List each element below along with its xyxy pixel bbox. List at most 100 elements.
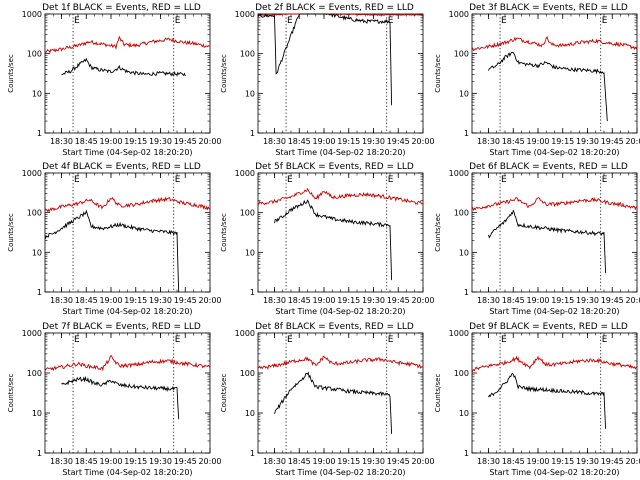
panel-title: Det 5f BLACK = Events, RED = LLD: [255, 162, 414, 172]
y-tick-label: 1000: [235, 329, 255, 338]
time-marker-label: E: [602, 16, 608, 26]
detector-panel: Det 6f BLACK = Events, RED = LLD 1 10 100 10…: [434, 162, 640, 316]
x-tick-label: 19:45: [601, 137, 624, 146]
x-tick-label: 19:45: [174, 137, 197, 146]
detector-panel: Det 7f BLACK = Events, RED = LLD 1 10 100 10…: [7, 322, 222, 477]
x-tick-label: 19:00: [312, 457, 335, 466]
y-axis-label: Counts/sec: [434, 213, 442, 252]
y-tick-label: 1000: [235, 169, 255, 178]
events-rate-line: [488, 51, 608, 122]
x-tick-label: 18:30: [50, 137, 73, 146]
plot-frame: [44, 13, 211, 134]
y-tick-label: 100: [454, 369, 469, 378]
x-axis-label: Start Time (04-Sep-02 18:20:20): [489, 148, 619, 157]
x-tick-label: 18:30: [50, 296, 73, 305]
x-axis-label: Start Time (04-Sep-02 18:20:20): [62, 148, 192, 157]
x-tick-label: 19:45: [387, 137, 410, 146]
y-axis-label: Counts/sec: [7, 213, 15, 252]
plot-frame: [44, 332, 211, 454]
time-marker-label: E: [74, 335, 80, 345]
y-tick-label: 10: [459, 248, 469, 257]
time-marker-label: E: [287, 335, 293, 345]
x-tick-label: 18:45: [288, 137, 311, 146]
events-rate-line: [274, 371, 393, 434]
x-tick-label: 19:45: [387, 457, 410, 466]
y-axis-label: Counts/sec: [7, 374, 15, 413]
y-tick-label: 1: [37, 288, 42, 297]
panel-title: Det 3f BLACK = Events, RED = LLD: [469, 3, 628, 13]
time-marker-label: E: [175, 16, 181, 26]
x-tick-label: 18:30: [477, 137, 500, 146]
x-tick-label: 20:00: [625, 457, 640, 466]
y-tick-label: 1: [464, 129, 469, 138]
x-tick-label: 19:00: [526, 296, 549, 305]
x-tick-label: 19:30: [576, 137, 599, 146]
y-tick-label: 10: [459, 409, 469, 418]
detector-panel: Det 2f BLACK = Events, RED = LLD 1 10 100 10…: [220, 3, 435, 157]
x-axis-label: Start Time (04-Sep-02 18:20:20): [62, 468, 192, 477]
y-tick-label: 1: [250, 288, 255, 297]
x-tick-label: 19:30: [149, 137, 172, 146]
y-tick-label: 1000: [22, 169, 42, 178]
time-marker-label: E: [388, 335, 394, 345]
lld-rate-line: [44, 35, 211, 54]
panel-title: Det 6f BLACK = Events, RED = LLD: [469, 162, 628, 172]
y-tick-label: 10: [245, 248, 255, 257]
plot-frame: [257, 13, 424, 134]
x-tick-label: 19:15: [337, 457, 360, 466]
x-tick-label: 20:00: [625, 296, 640, 305]
x-axis-label: Start Time (04-Sep-02 18:20:20): [275, 307, 405, 316]
lld-rate-line: [471, 355, 638, 373]
time-marker-label: E: [175, 175, 181, 185]
y-tick-label: 1: [37, 449, 42, 458]
time-marker-label: E: [388, 175, 394, 185]
x-axis-label: Start Time (04-Sep-02 18:20:20): [489, 468, 619, 477]
panel-title: Det 2f BLACK = Events, RED = LLD: [255, 3, 414, 13]
x-tick-label: 19:45: [174, 457, 197, 466]
y-tick-label: 100: [27, 50, 42, 59]
lld-rate-line: [257, 187, 424, 206]
x-tick-label: 20:00: [625, 137, 640, 146]
x-tick-label: 19:30: [149, 457, 172, 466]
events-rate-line: [61, 57, 186, 77]
time-marker-label: E: [74, 175, 80, 185]
y-axis-label: Counts/sec: [7, 54, 15, 93]
panel-title: Det 7f BLACK = Events, RED = LLD: [42, 322, 201, 332]
x-tick-label: 19:15: [337, 137, 360, 146]
x-tick-label: 18:45: [75, 296, 98, 305]
x-tick-label: 19:30: [362, 137, 385, 146]
x-tick-label: 19:15: [337, 296, 360, 305]
x-axis-label: Start Time (04-Sep-02 18:20:20): [275, 468, 405, 477]
x-tick-label: 20:00: [411, 296, 434, 305]
y-tick-label: 100: [454, 50, 469, 59]
y-axis-label: Counts/sec: [220, 374, 228, 413]
panel-title: Det 8f BLACK = Events, RED = LLD: [255, 322, 414, 332]
x-tick-label: 19:00: [526, 457, 549, 466]
y-tick-label: 100: [240, 369, 255, 378]
x-tick-label: 19:00: [526, 137, 549, 146]
x-tick-label: 20:00: [411, 137, 434, 146]
y-tick-label: 10: [32, 409, 42, 418]
events-rate-line: [61, 375, 180, 420]
x-tick-label: 19:00: [99, 457, 122, 466]
time-marker-label: E: [287, 175, 293, 185]
x-tick-label: 20:00: [198, 296, 221, 305]
y-tick-label: 1000: [449, 329, 469, 338]
y-tick-label: 100: [27, 369, 42, 378]
x-tick-label: 19:30: [576, 457, 599, 466]
x-axis-label: Start Time (04-Sep-02 18:20:20): [275, 148, 405, 157]
panel-title: Det 4f BLACK = Events, RED = LLD: [42, 162, 201, 172]
x-tick-label: 19:00: [99, 137, 122, 146]
y-tick-label: 1000: [235, 10, 255, 19]
lld-rate-line: [44, 354, 211, 372]
y-tick-label: 1000: [449, 169, 469, 178]
y-tick-label: 1: [250, 449, 255, 458]
x-tick-label: 19:45: [387, 296, 410, 305]
events-rate-line: [274, 199, 393, 281]
y-tick-label: 100: [27, 209, 42, 218]
detector-panel: Det 9f BLACK = Events, RED = LLD 1 10 100 10…: [434, 322, 640, 477]
y-tick-label: 1: [37, 129, 42, 138]
x-axis-label: Start Time (04-Sep-02 18:20:20): [62, 307, 192, 316]
x-tick-label: 19:15: [551, 296, 574, 305]
x-tick-label: 20:00: [198, 137, 221, 146]
